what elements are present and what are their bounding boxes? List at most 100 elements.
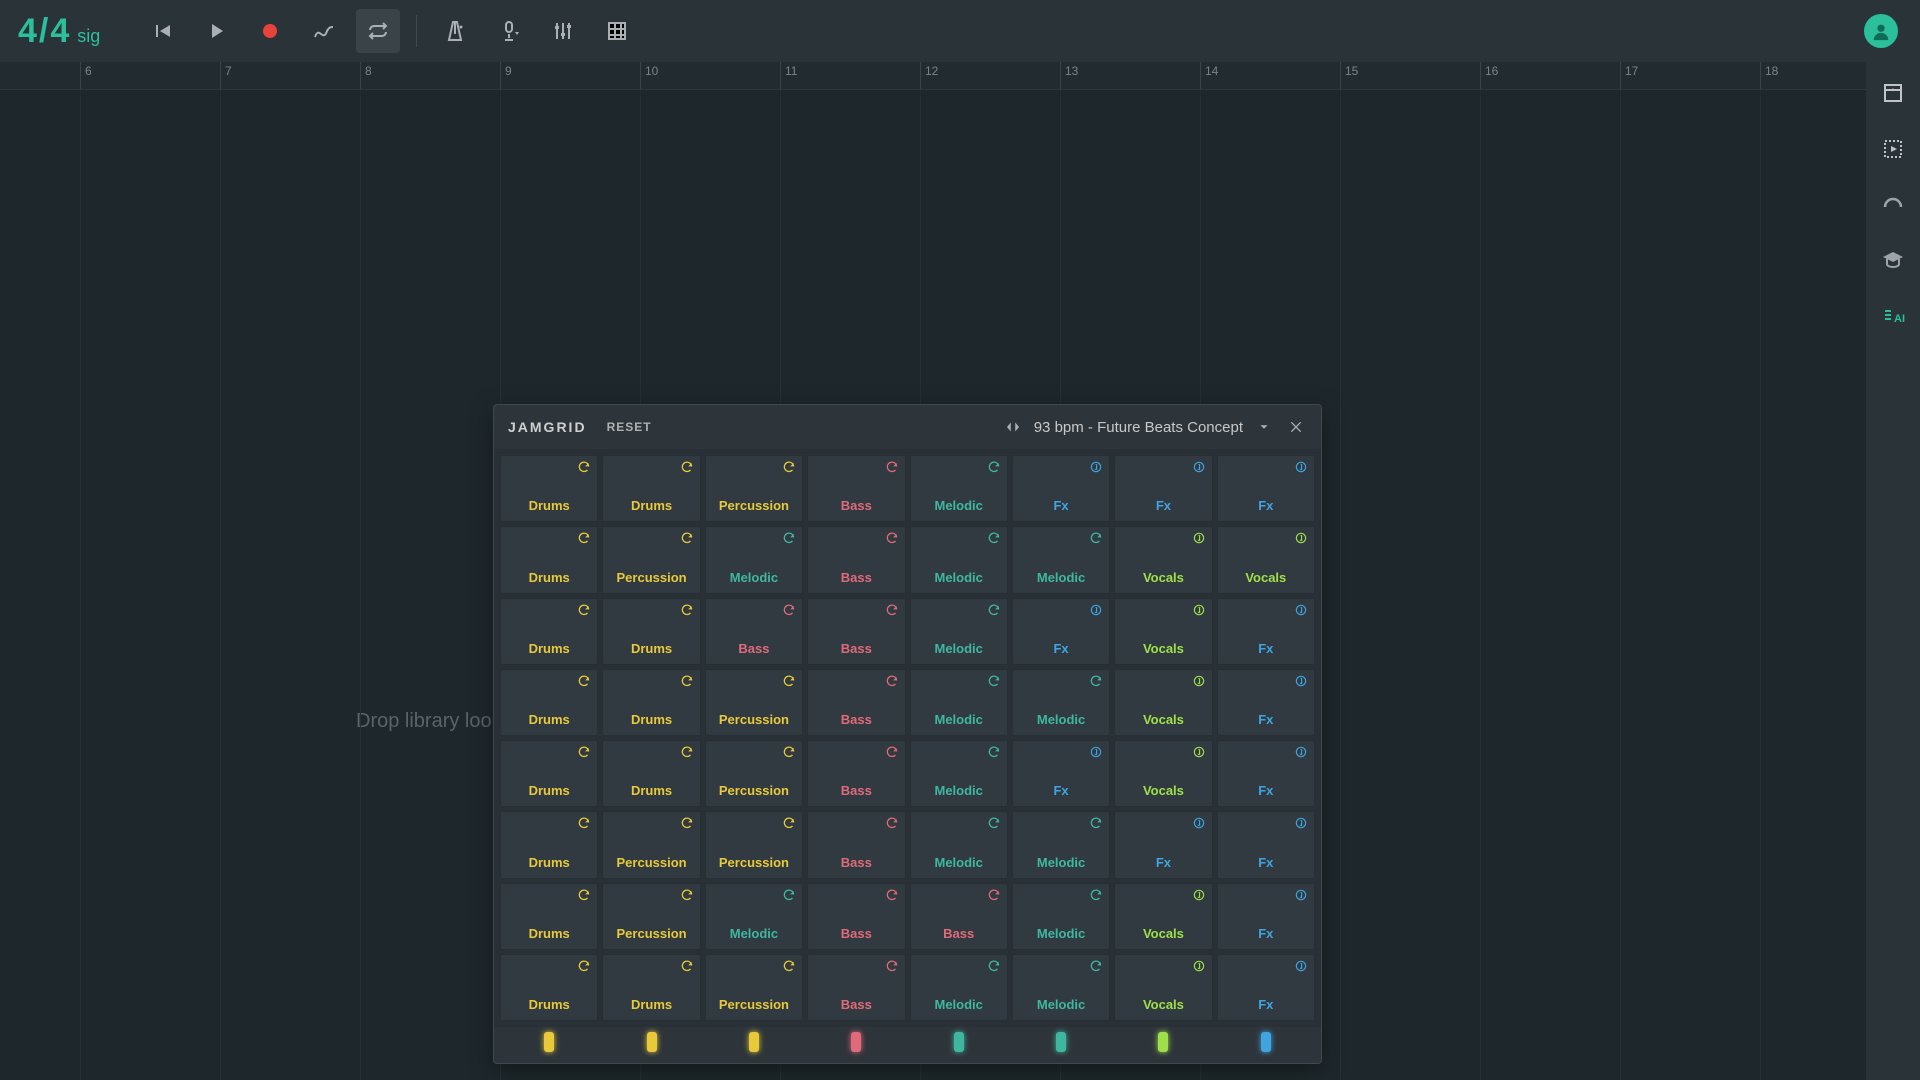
jamgrid-cell[interactable]: Melodic xyxy=(910,455,1008,522)
jamgrid-cell[interactable]: Fx xyxy=(1012,455,1110,522)
jamgrid-cell[interactable]: Fx xyxy=(1012,598,1110,665)
jamgrid-cell[interactable]: Vocals xyxy=(1114,883,1212,950)
loop-icon xyxy=(680,959,694,973)
svg-text:AI: AI xyxy=(1894,313,1905,325)
jamgrid-cell[interactable]: Drums xyxy=(500,740,598,807)
jamgrid-cell[interactable]: Percussion xyxy=(602,526,700,593)
learn-button[interactable] xyxy=(1876,244,1910,278)
jamgrid-cell[interactable]: Drums xyxy=(500,954,598,1021)
jamgrid-cell[interactable]: Drums xyxy=(602,669,700,736)
jamgrid-cell[interactable]: Bass xyxy=(807,954,905,1021)
jamgrid-cell[interactable]: Vocals xyxy=(1114,598,1212,665)
mixer-button[interactable] xyxy=(541,9,585,53)
jamgrid-cell[interactable]: Fx xyxy=(1217,598,1315,665)
user-avatar[interactable] xyxy=(1864,14,1898,48)
jamgrid-cell[interactable]: Melodic xyxy=(910,954,1008,1021)
time-signature[interactable]: 4/4 sig xyxy=(18,12,100,51)
jamgrid-cell[interactable]: Vocals xyxy=(1217,526,1315,593)
jamgrid-cell[interactable]: Drums xyxy=(602,598,700,665)
preset-dropdown[interactable] xyxy=(1253,416,1275,438)
clip-panel-button[interactable] xyxy=(1876,132,1910,166)
jamgrid-cell[interactable]: Percussion xyxy=(705,669,803,736)
jamgrid-cell[interactable]: Bass xyxy=(807,740,905,807)
jamgrid-cell[interactable]: Fx xyxy=(1217,669,1315,736)
automation-button[interactable] xyxy=(302,9,346,53)
jamgrid-cell[interactable]: Melodic xyxy=(910,740,1008,807)
jamgrid-cell[interactable]: Percussion xyxy=(705,455,803,522)
jamgrid-cell[interactable]: Bass xyxy=(807,669,905,736)
jamgrid-cell[interactable]: Melodic xyxy=(705,883,803,950)
jamgrid-cell[interactable]: Vocals xyxy=(1114,526,1212,593)
jamgrid-cell[interactable]: Bass xyxy=(910,883,1008,950)
skip-start-button[interactable] xyxy=(140,9,184,53)
column-mute-slot[interactable] xyxy=(1215,1027,1317,1057)
jamgrid-cell[interactable]: Drums xyxy=(500,811,598,878)
jamgrid-cell[interactable]: Percussion xyxy=(602,811,700,878)
ai-panel-button[interactable]: AI xyxy=(1876,300,1910,334)
jamgrid-cell[interactable]: Fx xyxy=(1114,455,1212,522)
oneshot-icon xyxy=(1294,959,1308,973)
jamgrid-cell[interactable]: Percussion xyxy=(705,954,803,1021)
column-mute-slot[interactable] xyxy=(908,1027,1010,1057)
jamgrid-cell[interactable]: Percussion xyxy=(705,811,803,878)
jamgrid-cell[interactable]: Melodic xyxy=(1012,883,1110,950)
jamgrid-cell[interactable]: Bass xyxy=(807,526,905,593)
jamgrid-cell[interactable]: Fx xyxy=(1217,883,1315,950)
jamgrid-toggle-button[interactable] xyxy=(595,9,639,53)
play-button[interactable] xyxy=(194,9,238,53)
jamgrid-cell[interactable]: Percussion xyxy=(705,740,803,807)
preset-name[interactable]: 93 bpm - Future Beats Concept xyxy=(1034,419,1243,436)
column-mute-slot[interactable] xyxy=(1010,1027,1112,1057)
jamgrid-cell[interactable]: Bass xyxy=(807,598,905,665)
jamgrid-cell[interactable]: Fx xyxy=(1114,811,1212,878)
jamgrid-cell[interactable]: Drums xyxy=(500,526,598,593)
jamgrid-cell[interactable]: Bass xyxy=(807,811,905,878)
preset-prev-next[interactable] xyxy=(1002,416,1024,438)
jamgrid-cell[interactable]: Melodic xyxy=(910,811,1008,878)
column-mute-slot[interactable] xyxy=(600,1027,702,1057)
jamgrid-cell[interactable]: Drums xyxy=(602,954,700,1021)
panel-close-button[interactable] xyxy=(1285,416,1307,438)
timeline-ruler[interactable]: 6789101112131415161718 xyxy=(0,62,1866,90)
jamgrid-cell[interactable]: Drums xyxy=(500,669,598,736)
jamgrid-cell[interactable]: Drums xyxy=(602,740,700,807)
jamgrid-cell[interactable]: Vocals xyxy=(1114,954,1212,1021)
column-mute-slot[interactable] xyxy=(805,1027,907,1057)
jamgrid-cell[interactable]: Vocals xyxy=(1114,669,1212,736)
jamgrid-cell[interactable]: Bass xyxy=(807,883,905,950)
jamgrid-cell[interactable]: Melodic xyxy=(910,598,1008,665)
record-button[interactable] xyxy=(248,9,292,53)
jamgrid-cell[interactable]: Melodic xyxy=(1012,669,1110,736)
column-mute-slot[interactable] xyxy=(703,1027,805,1057)
loop-icon xyxy=(782,531,796,545)
jamgrid-cell[interactable]: Melodic xyxy=(910,526,1008,593)
jamgrid-cell[interactable]: Bass xyxy=(705,598,803,665)
jamgrid-cell[interactable]: Vocals xyxy=(1114,740,1212,807)
jamgrid-cell[interactable]: Fx xyxy=(1217,954,1315,1021)
jamgrid-cell[interactable]: Melodic xyxy=(1012,526,1110,593)
loop-icon xyxy=(680,745,694,759)
jamgrid-cell[interactable]: Drums xyxy=(500,883,598,950)
jamgrid-cell[interactable]: Melodic xyxy=(910,669,1008,736)
jamgrid-cell[interactable]: Drums xyxy=(500,455,598,522)
jamgrid-cell[interactable]: Fx xyxy=(1217,740,1315,807)
loop-toggle-button[interactable] xyxy=(356,9,400,53)
jamgrid-cell[interactable]: Drums xyxy=(500,598,598,665)
jamgrid-cell[interactable]: Drums xyxy=(602,455,700,522)
metronome-button[interactable] xyxy=(433,9,477,53)
jamgrid-cell[interactable]: Melodic xyxy=(705,526,803,593)
library-panel-button[interactable] xyxy=(1876,76,1910,110)
jamgrid-footer xyxy=(494,1027,1321,1063)
reset-button[interactable]: RESET xyxy=(607,420,652,434)
jamgrid-cell[interactable]: Fx xyxy=(1012,740,1110,807)
column-mute-slot[interactable] xyxy=(1112,1027,1214,1057)
jamgrid-cell[interactable]: Fx xyxy=(1217,455,1315,522)
jamgrid-cell[interactable]: Bass xyxy=(807,455,905,522)
jamgrid-cell[interactable]: Fx xyxy=(1217,811,1315,878)
jamgrid-cell[interactable]: Melodic xyxy=(1012,954,1110,1021)
undo-button[interactable] xyxy=(1876,188,1910,222)
column-mute-slot[interactable] xyxy=(498,1027,600,1057)
jamgrid-cell[interactable]: Percussion xyxy=(602,883,700,950)
jamgrid-cell[interactable]: Melodic xyxy=(1012,811,1110,878)
count-in-button[interactable] xyxy=(487,9,531,53)
